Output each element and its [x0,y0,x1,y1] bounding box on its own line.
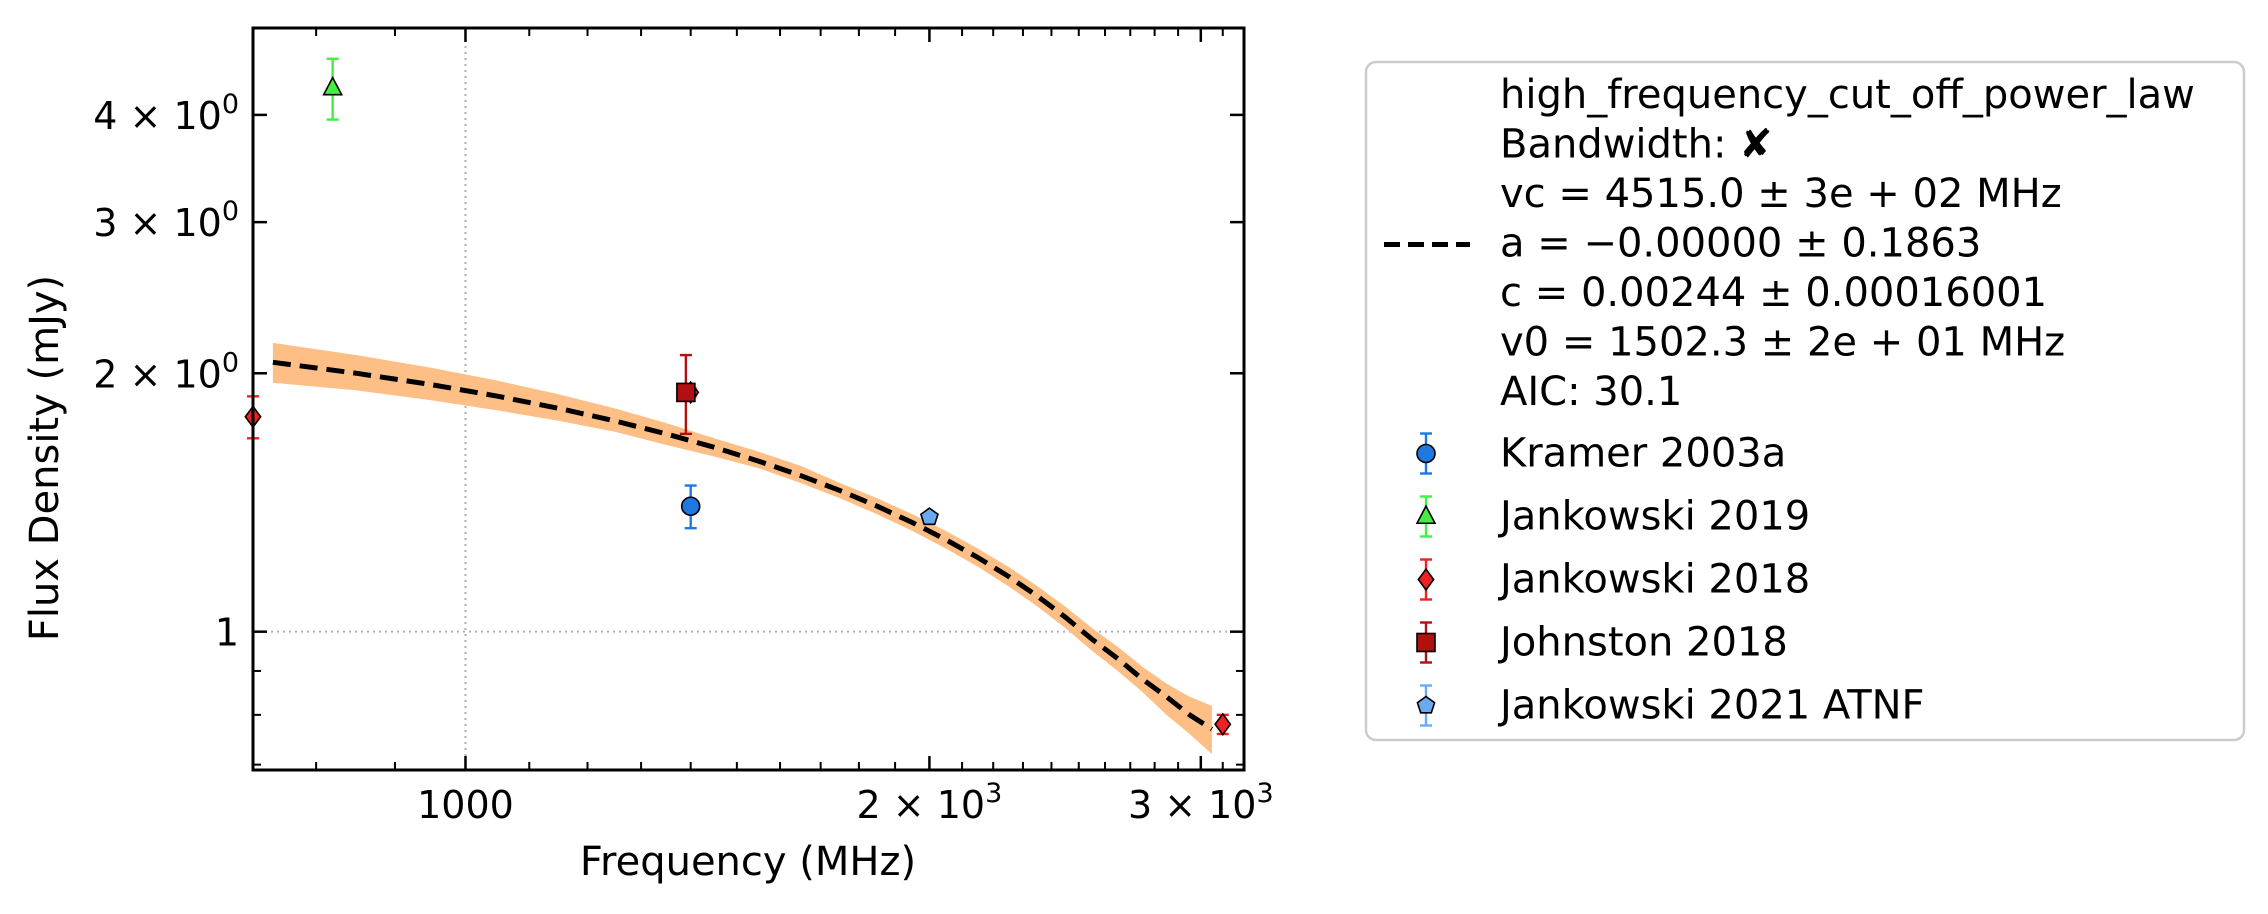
legend-fit-line-3: vc = 4515.0 ± 3e + 02 MHz [1500,171,2062,217]
legend-fit-line-1: high_frequency_cut_off_power_law [1500,72,2195,118]
data-point [1214,712,1232,736]
x-tick-label: 1000 [417,783,514,827]
legend-label: Jankowski 2018 [1497,557,1810,603]
series-kramer-2003a [680,484,701,530]
legend-fit-line-7: AIC: 30.1 [1500,369,1682,415]
legend-item: Jankowski 2019 [1415,494,1810,540]
series-johnston-2018 [676,353,696,436]
fit-uncertainty-band [272,342,1212,755]
series-jankowski-2019 [322,57,343,121]
y-tick-label: 4 × 100 [93,89,239,138]
x-axis-label: Frequency (MHz) [580,839,916,885]
legend-marker [1416,695,1436,714]
legend-frame [1364,60,2246,742]
legend-label: Jankowski 2021 ATNF [1497,683,1925,729]
y-tick-label: 1 [215,611,239,655]
legend-fit-line-2: Bandwidth: ✘ [1500,122,1773,168]
y-tick-label: 3 × 100 [93,196,239,245]
plot-area [244,28,1244,770]
legend-fit-line-5: c = 0.00244 ± 0.00016001 [1500,270,2047,316]
legend-marker [1417,567,1435,592]
series-jankowski-2018 [244,380,1232,736]
legend-marker [1416,632,1436,653]
legend-label: Johnston 2018 [1497,620,1788,666]
legend-label: Kramer 2003a [1500,431,1786,477]
x-tick-label: 3 × 103 [1128,778,1274,827]
x-tick-label: 2 × 103 [857,778,1003,827]
legend-fit-line-6: v0 = 1502.3 ± 2e + 01 MHz [1500,320,2065,366]
legend-item: Kramer 2003a [1416,431,1786,477]
data-point [676,382,696,403]
fit-line [272,359,1214,732]
legend-item: Johnston 2018 [1416,620,1788,666]
axes-frame [251,26,1246,772]
data-point [680,496,701,517]
legend: high_frequency_cut_off_power_lawBandwidt… [1364,60,2246,742]
y-axis-label: Flux Density (mJy) [22,275,68,641]
legend-item: Jankowski 2021 ATNF [1416,683,1925,729]
legend-fit-line-4: a = −0.00000 ± 0.1863 [1500,221,1981,267]
legend-item: Jankowski 2018 [1417,557,1810,603]
axes: 1000 2 × 103 3 × 103 1 2 × 100 3 × 100 4 × 100 [93,26,1274,827]
y-tick-label: 2 × 100 [93,347,239,396]
legend-marker [1415,504,1437,525]
series-jankowski-2021-atnf [919,507,939,526]
legend-marker [1416,443,1436,464]
data-point [919,507,939,526]
data-point [322,75,343,96]
legend-label: Jankowski 2019 [1497,494,1810,540]
